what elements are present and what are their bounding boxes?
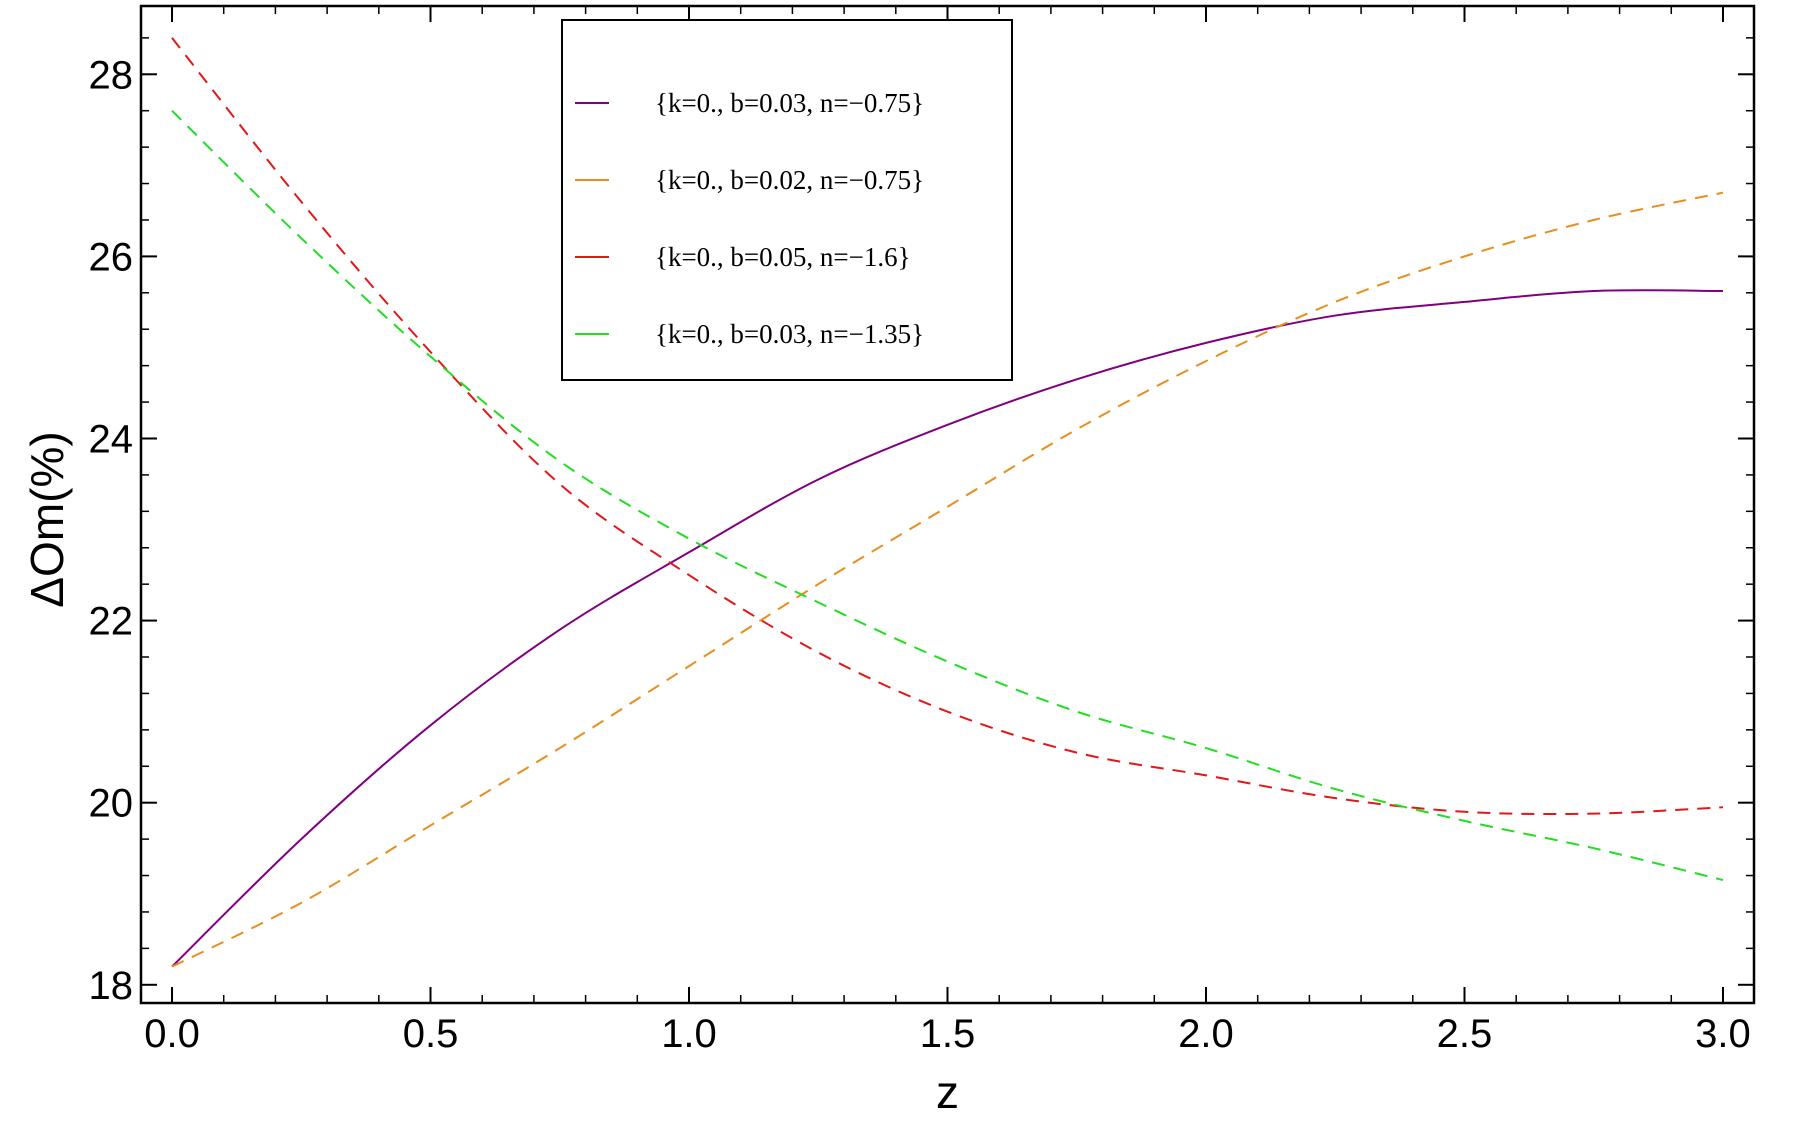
series-line-2 [171,191,1724,968]
x-tick-label: 1.0 [661,1012,717,1056]
y-axis-label: ΔOm(%) [21,431,73,607]
series-lines [171,37,1724,968]
y-tick-label: 24 [89,417,134,461]
series-line-4 [171,109,1724,882]
x-tick-label: 0.0 [144,1012,200,1056]
legend-label-4: {k=0., b=0.03, n=−1.35} [655,319,924,349]
x-tick-label: 0.5 [403,1012,459,1056]
plot-frame [139,4,1756,1005]
legend-label-1: {k=0., b=0.03, n=−0.75} [655,88,924,118]
x-tick-label: 2.5 [1437,1012,1493,1056]
x-tick-label: 2.0 [1178,1012,1234,1056]
series-line-1 [171,289,1723,968]
y-tick-label: 28 [89,53,134,97]
series-line-3 [171,37,1724,816]
y-tick-label: 22 [89,600,134,644]
legend-label-3: {k=0., b=0.05, n=−1.6} [655,242,911,272]
legend-items: {k=0., b=0.03, n=−0.75} {k=0., b=0.02, n=… [575,88,924,349]
legend: {k=0., b=0.03, n=−0.75} {k=0., b=0.02, n=… [561,19,1013,381]
x-tick-label: 3.0 [1695,1012,1751,1056]
x-axis-label: z [936,1066,959,1118]
axis-tick-labels: 0.0 0.5 1.0 1.5 2.0 2.5 3.0 18 20 22 24 26 28 [89,53,1751,1056]
axis-ticks [141,6,1754,1003]
legend-box [561,19,1013,381]
y-tick-label: 18 [89,964,134,1008]
x-tick-label: 1.5 [920,1012,976,1056]
y-tick-label: 26 [89,235,134,279]
y-tick-label: 20 [89,782,134,826]
legend-label-2: {k=0., b=0.02, n=−0.75} [655,165,924,195]
